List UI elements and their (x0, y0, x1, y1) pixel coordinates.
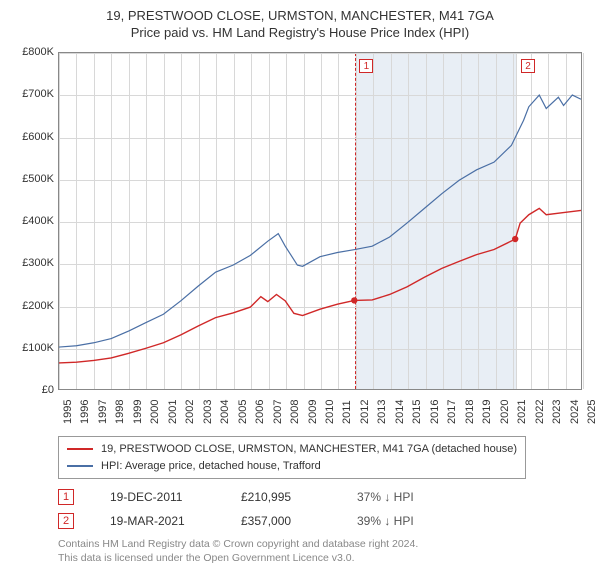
series-line (59, 208, 581, 363)
x-tick-label: 1996 (79, 400, 85, 424)
chart-title-block: 19, PRESTWOOD CLOSE, URMSTON, MANCHESTER… (10, 8, 590, 40)
x-tick-label: 1997 (97, 400, 103, 424)
marker-rel: 37% ↓ HPI (357, 490, 414, 504)
x-tick-label: 2012 (359, 400, 365, 424)
x-tick-label: 2002 (184, 400, 190, 424)
y-tick-label: £300K (10, 257, 54, 269)
x-tick-label: 2013 (376, 400, 382, 424)
y-tick-label: £700K (10, 88, 54, 100)
x-tick-label: 2001 (167, 400, 173, 424)
x-tick-label: 2016 (429, 400, 435, 424)
x-tick-label: 1999 (132, 400, 138, 424)
x-tick-label: 2005 (237, 400, 243, 424)
x-tick-label: 2014 (394, 400, 400, 424)
x-tick-label: 2003 (202, 400, 208, 424)
legend: 19, PRESTWOOD CLOSE, URMSTON, MANCHESTER… (58, 436, 526, 479)
x-tick-label: 2000 (149, 400, 155, 424)
legend-swatch-hpi (67, 465, 93, 467)
markers-row: 2 19-MAR-2021 £357,000 39% ↓ HPI (58, 513, 582, 529)
x-tick-label: 2017 (446, 400, 452, 424)
y-tick-label: £500K (10, 173, 54, 185)
x-tick-label: 2009 (307, 400, 313, 424)
marker-date: 19-MAR-2021 (110, 514, 205, 528)
x-tick-label: 2021 (516, 400, 522, 424)
y-tick-label: £0 (10, 384, 54, 396)
x-tick-label: 2011 (341, 400, 347, 424)
marker-date: 19-DEC-2011 (110, 490, 205, 504)
chart: £0£100K£200K£300K£400K£500K£600K£700K£80… (10, 50, 590, 430)
legend-item-hpi: HPI: Average price, detached house, Traf… (67, 458, 517, 475)
sale-marker-dot (351, 297, 357, 303)
x-tick-label: 1998 (114, 400, 120, 424)
chart-lines (59, 53, 581, 389)
marker-flag: 2 (521, 59, 535, 73)
marker-price: £357,000 (241, 514, 321, 528)
y-tick-label: £600K (10, 131, 54, 143)
sale-marker-dot (512, 236, 518, 242)
marker-price: £210,995 (241, 490, 321, 504)
marker-rel: 39% ↓ HPI (357, 514, 414, 528)
y-tick-label: £800K (10, 46, 54, 58)
x-tick-label: 2007 (272, 400, 278, 424)
x-tick-label: 2023 (551, 400, 557, 424)
legend-label-hpi: HPI: Average price, detached house, Traf… (101, 458, 321, 475)
legend-and-footer: 19, PRESTWOOD CLOSE, URMSTON, MANCHESTER… (58, 436, 582, 565)
y-tick-label: £200K (10, 300, 54, 312)
grid-v (583, 53, 584, 389)
x-tick-label: 2024 (569, 400, 575, 424)
legend-item-property: 19, PRESTWOOD CLOSE, URMSTON, MANCHESTER… (67, 441, 517, 458)
x-tick-label: 2008 (289, 400, 295, 424)
y-tick-label: £100K (10, 342, 54, 354)
plot-area: 12 (58, 52, 582, 390)
marker-id-box: 2 (58, 513, 74, 529)
x-tick-label: 2025 (586, 400, 592, 424)
title-line1: 19, PRESTWOOD CLOSE, URMSTON, MANCHESTER… (10, 8, 590, 23)
attribution: Contains HM Land Registry data © Crown c… (58, 537, 582, 565)
markers-row: 1 19-DEC-2011 £210,995 37% ↓ HPI (58, 489, 582, 505)
x-tick-label: 2018 (464, 400, 470, 424)
x-tick-label: 2020 (499, 400, 505, 424)
x-tick-label: 2004 (219, 400, 225, 424)
attribution-line1: Contains HM Land Registry data © Crown c… (58, 537, 582, 551)
y-tick-label: £400K (10, 215, 54, 227)
x-tick-label: 2006 (254, 400, 260, 424)
title-line2: Price paid vs. HM Land Registry's House … (10, 25, 590, 40)
legend-label-property: 19, PRESTWOOD CLOSE, URMSTON, MANCHESTER… (101, 441, 517, 458)
legend-swatch-property (67, 448, 93, 450)
markers-table: 1 19-DEC-2011 £210,995 37% ↓ HPI 2 19-MAR-202… (58, 489, 582, 529)
x-tick-label: 2019 (481, 400, 487, 424)
attribution-line2: This data is licensed under the Open Gov… (58, 551, 582, 565)
marker-id-box: 1 (58, 489, 74, 505)
x-tick-label: 2010 (324, 400, 330, 424)
x-tick-label: 2022 (534, 400, 540, 424)
marker-flag: 1 (359, 59, 373, 73)
x-tick-label: 1995 (62, 400, 68, 424)
x-tick-label: 2015 (411, 400, 417, 424)
